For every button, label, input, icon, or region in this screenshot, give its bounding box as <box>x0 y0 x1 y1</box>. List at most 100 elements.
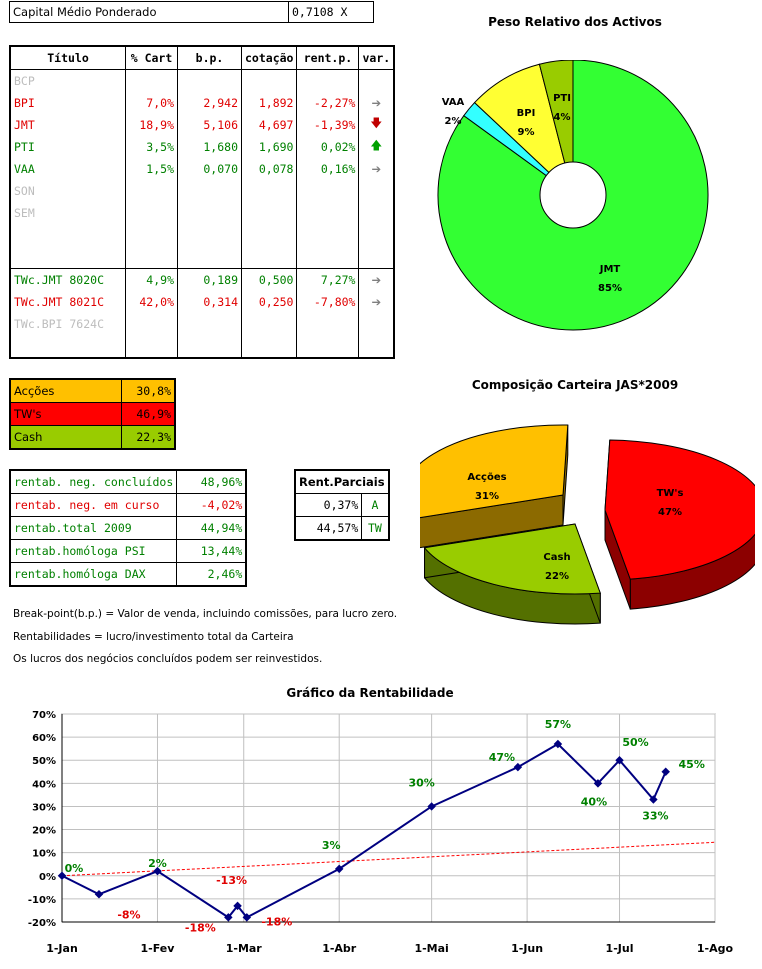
y-tick-label: -20% <box>28 918 56 929</box>
asset-cart: 3,5% <box>125 136 178 158</box>
point-label: -18% <box>185 921 216 934</box>
asset-cart <box>125 224 178 246</box>
header-cotacao: cotação <box>240 46 298 70</box>
asset-cart: 1,5% <box>125 158 178 180</box>
x-tick-label: 1-Fev <box>141 942 176 955</box>
asset-row: VAA 1,5% 0,070 0,078 0,16% ➔ <box>9 158 395 180</box>
pie1-label: PTI <box>553 93 571 104</box>
rentab-value: 48,96% <box>176 469 247 494</box>
line-point <box>153 866 162 876</box>
asset-bp <box>177 313 242 335</box>
pie1-pct-label: 9% <box>518 127 535 138</box>
var-cell <box>358 246 395 269</box>
asset-rent <box>296 180 360 202</box>
asset-row: TWc.JMT 8021C 42,0% 0,314 0,250 -7,80% ➔ <box>9 291 395 313</box>
asset-rent: -2,27% <box>296 92 360 114</box>
asset-bp: 2,942 <box>177 92 242 114</box>
pie2-slice-tws <box>604 439 755 580</box>
x-tick-label: 1-Jun <box>511 942 543 955</box>
asset-cot <box>240 180 298 202</box>
point-label: 47% <box>489 751 515 764</box>
rent-parciais-tw-tag: TW <box>361 516 390 541</box>
rentab-value: 44,94% <box>176 516 247 540</box>
asset-bp: 1,680 <box>177 136 242 158</box>
composition-row: Cash 22,3% <box>9 425 176 450</box>
rent-parciais-table: Rent.Parciais 0,37% A 44,57% TW <box>294 469 390 541</box>
note-lucros: Os lucros dos negócios concluídos podem … <box>13 653 323 665</box>
line-point <box>334 864 344 874</box>
point-label: 50% <box>622 736 648 749</box>
var-right-icon: ➔ <box>358 92 395 114</box>
asset-bp <box>177 224 242 246</box>
rentab-label: rentab. neg. concluídos <box>9 469 178 494</box>
x-tick-label: 1-Ago <box>697 942 734 955</box>
asset-cot <box>240 246 298 269</box>
asset-rent: 0,16% <box>296 158 360 180</box>
asset-row: BPI 7,0% 2,942 1,892 -2,27% ➔ <box>9 92 395 114</box>
rentab-line <box>61 742 667 919</box>
capital-value: 0,7108 X <box>288 1 374 23</box>
asset-row: SON <box>9 180 395 202</box>
var-cell <box>358 69 395 92</box>
asset-titulo: BCP <box>9 69 126 92</box>
asset-rent: 7,27% <box>296 268 360 291</box>
header-cart: % Cart <box>125 46 178 70</box>
asset-bp: 0,314 <box>177 291 242 313</box>
asset-rent <box>296 335 360 359</box>
asset-bp <box>177 335 242 359</box>
asset-cot: 0,250 <box>240 291 298 313</box>
asset-titulo <box>9 246 126 269</box>
assets-table: Título % Cart b.p. cotação rent.p. var. … <box>9 45 396 359</box>
line-point <box>242 913 252 922</box>
x-tick-label: 1-Mai <box>414 942 448 955</box>
asset-cart <box>125 202 178 224</box>
var-down-icon: 🡇 <box>358 114 395 136</box>
assets-body: BCP BPI 7,0% 2,942 1,892 -2,27% ➔ JMT 18,9% 5,106… <box>9 69 395 359</box>
asset-bp <box>177 202 242 224</box>
rent-parciais-header: Rent.Parciais <box>294 469 390 494</box>
asset-titulo: TWc.BPI 7624C <box>9 313 126 335</box>
asset-cart <box>125 180 178 202</box>
y-tick-label: -10% <box>28 895 56 906</box>
y-tick-label: 20% <box>32 826 56 837</box>
y-tick-label: 40% <box>32 779 56 790</box>
asset-cart: 4,9% <box>125 268 178 291</box>
asset-rent: 0,02% <box>296 136 360 158</box>
y-tick-label: 30% <box>32 802 56 813</box>
composition-label: Cash <box>9 425 122 450</box>
asset-row: SEM <box>9 202 395 224</box>
line-chart: -20% -10% 0% 10% 20% 30% 40% 50% 60% 70% 1-Jan 1-Fe… <box>28 710 734 955</box>
rentab-value: -4,02% <box>176 493 247 517</box>
asset-titulo: BPI <box>9 92 126 114</box>
pie2-pct-label: 22% <box>545 571 569 582</box>
point-label: 57% <box>545 718 571 731</box>
header-rent: rent.p. <box>296 46 360 70</box>
rent-parciais-tw-value: 44,57% <box>294 516 363 541</box>
rentab-row: rentab. neg. em curso -4,02% <box>9 493 247 517</box>
composition-value: 22,3% <box>121 425 176 450</box>
asset-titulo: SON <box>9 180 126 202</box>
trend-line <box>61 841 716 877</box>
point-label: 30% <box>408 776 434 789</box>
rentab-label: rentab.total 2009 <box>9 516 178 540</box>
pie2-chart: TW's 47% Cash 22% Acções 31% <box>420 424 755 625</box>
capital-label: Capital Médio Ponderado <box>9 1 289 23</box>
rentab-row: rentab.homóloga DAX 2,46% <box>9 562 247 587</box>
asset-row <box>9 335 395 359</box>
composition-label: Acções <box>9 378 122 403</box>
y-tick-label: 0% <box>39 872 56 883</box>
asset-cot: 0,078 <box>240 158 298 180</box>
asset-titulo: TWc.JMT 8020C <box>9 268 126 291</box>
point-label: -18% <box>261 915 292 928</box>
asset-row: JMT 18,9% 5,106 4,697 -1,39% 🡇 <box>9 114 395 136</box>
asset-row: PTI 3,5% 1,680 1,690 0,02% 🡅 <box>9 136 395 158</box>
x-tick-label: 1-Jul <box>606 942 634 955</box>
assets-header-row: Título % Cart b.p. cotação rent.p. var. <box>9 46 395 70</box>
asset-bp <box>177 180 242 202</box>
pie2-title: Composição Carteira JAS*2009 <box>471 378 679 392</box>
y-tick-label: 50% <box>32 756 56 767</box>
asset-cart <box>125 246 178 269</box>
point-label: 2% <box>148 857 167 870</box>
point-label: -13% <box>216 874 247 887</box>
asset-cot: 0,500 <box>240 268 298 291</box>
